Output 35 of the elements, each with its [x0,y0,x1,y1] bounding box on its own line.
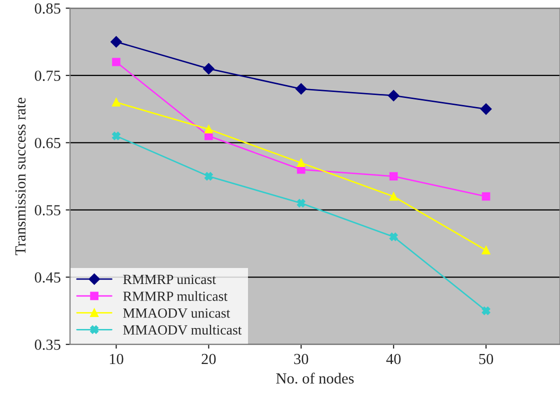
x-tick-label: 40 [386,354,401,364]
legend-label: MMAODV unicast [123,308,230,318]
point [296,158,306,168]
y-tick-label: 0.45 [34,272,60,283]
x-tick-label: 10 [110,354,124,364]
legend-label: RMMRP unicast [123,274,216,284]
x-tick-label: 30 [294,354,308,364]
point [112,58,120,66]
point [203,63,214,74]
point [389,192,398,201]
point [296,83,307,94]
legend-label: MMAODV multicast [123,324,242,335]
point [482,246,490,254]
y-axis-title: Transmission success rate [15,98,26,256]
y-tick-label: 0.55 [34,205,60,216]
y-tick-label: 0.75 [34,70,60,81]
point [482,306,490,315]
point [388,90,400,102]
point [389,232,398,241]
x-tick-label: 50 [479,354,494,364]
y-tick-label: 0.65 [34,138,60,148]
y-tick-label: 0.35 [34,340,60,350]
legend-label: RMMRP multicast [123,291,228,301]
x-axis-title: No. of nodes [276,372,354,384]
point [110,36,122,48]
point [204,172,213,180]
point [389,172,398,180]
point [112,98,120,107]
point [112,132,120,140]
point [204,125,213,134]
x-tick-label: 20 [202,354,216,364]
y-tick-label: 0.85 [34,3,60,14]
point [482,192,490,201]
point [296,199,306,208]
point [480,103,492,115]
